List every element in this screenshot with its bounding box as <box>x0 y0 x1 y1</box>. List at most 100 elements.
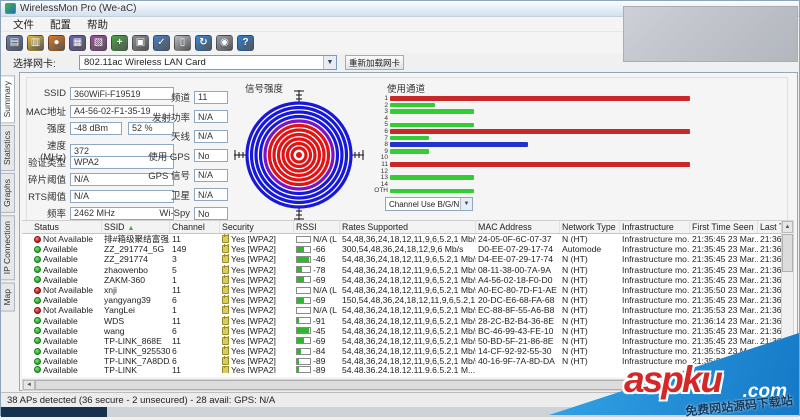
table-row[interactable]: Available WDS 11 Yes [WPA2] -91 54,48,36,24,1… <box>32 315 782 326</box>
lock-icon <box>222 315 229 325</box>
field-label: 发射功率 <box>151 112 190 124</box>
channel-cell: 11 <box>172 335 181 346</box>
table-horizontal-scrollbar[interactable]: ◄ ► <box>22 379 782 391</box>
field-label: 卫星 <box>170 190 190 202</box>
tab-summary[interactable]: Summary <box>1 75 15 124</box>
first-seen-cell: 21:35:45 23 Mar... <box>692 264 758 275</box>
menu-item-1[interactable]: 配置 <box>50 18 71 31</box>
menu-item-2[interactable]: 帮助 <box>87 18 108 31</box>
scroll-up-icon[interactable]: ▲ <box>782 221 793 233</box>
channel-cell: 11 <box>172 285 181 296</box>
column-header-network-type[interactable]: Network Type <box>560 221 620 233</box>
table-row[interactable]: Available ZZ_291774_5G 149 Yes [WPA2] -66 300… <box>32 244 782 254</box>
channel-bar-label: 5 <box>384 121 388 129</box>
lock-icon <box>222 305 229 315</box>
tab-statistics[interactable]: Statistics <box>1 125 15 172</box>
rssi-bar <box>296 347 311 355</box>
verify-icon[interactable]: ✓ <box>153 34 170 51</box>
channel-use-dropdown[interactable]: Channel Use B/G/N ▼ <box>385 197 473 211</box>
table-row[interactable]: Available zhaowenbo 5 Yes [WPA2] -78 54,48,36… <box>32 264 782 275</box>
hscroll-thumb[interactable] <box>35 380 675 390</box>
status-text: Available <box>43 254 78 265</box>
refresh-icon[interactable]: ↻ <box>195 34 212 51</box>
mac-cell: D0-EE-07-29-17-74 <box>478 244 553 255</box>
status-text: Available <box>43 274 78 285</box>
channel-cell: 11 <box>172 234 181 245</box>
adapters2-icon[interactable]: ▧ <box>90 34 107 51</box>
web-icon[interactable]: ◉ <box>216 34 233 51</box>
ssid-cell: yangyang39 <box>104 295 151 306</box>
table-row[interactable]: Available ZAKM-360 1 Yes [WPA2] -69 54,48,36,… <box>32 274 782 285</box>
start-monitor-icon[interactable]: + <box>111 34 128 51</box>
table-row[interactable]: Available TP-LINK_868E 11 Yes [WPA2] -69 54,4… <box>32 335 782 346</box>
channel-bar-row: 7 <box>372 135 692 141</box>
channel-bar-row: 3 <box>372 108 692 115</box>
field-value: 360WiFi-F19519 <box>70 87 174 100</box>
last-seen-cell: 21:36:14 2... <box>760 264 782 275</box>
channel-bar <box>390 122 474 128</box>
menu-item-0[interactable]: 文件 <box>13 18 34 31</box>
table-row[interactable]: Available TP-LINK_ 11 Yes [WPA2] -89 54,48,36… <box>32 366 782 374</box>
field-row: GPS 信号 N/A <box>142 168 228 182</box>
network-type-cell: N (HT) <box>562 234 588 245</box>
column-header-security[interactable]: Security <box>220 221 294 233</box>
field-row: 验证类型 WPA2 <box>22 155 174 169</box>
table-row[interactable]: Available wang 6 Yes [WPA2] -45 54,48,36,24,1… <box>32 325 782 336</box>
tab-graphs[interactable]: Graphs <box>1 173 15 214</box>
report-icon[interactable]: ▯ <box>174 34 191 51</box>
channel-bar <box>390 149 429 154</box>
nic-select[interactable]: 802.11ac Wireless LAN Card ▼ <box>79 55 337 70</box>
last-seen-cell: 21:36:14 2... <box>760 315 782 326</box>
column-header-infrastructure[interactable]: Infrastructure <box>620 221 690 233</box>
infrastructure-cell: Infrastructure mo... <box>622 325 690 336</box>
column-header-status[interactable]: Status <box>32 221 102 233</box>
adapters-icon[interactable]: ▦ <box>69 34 86 51</box>
first-seen-cell: 21:35:45 23 Mar... <box>692 325 758 336</box>
reload-nic-button[interactable]: 重新加载网卡 <box>345 55 405 70</box>
column-header-channel[interactable]: Channel <box>170 221 220 233</box>
channel-bar-row: 12 <box>372 168 692 175</box>
available-status-icon <box>34 327 41 335</box>
column-header-rates-supported[interactable]: Rates Supported <box>340 221 476 233</box>
channel-bar-label: 4 <box>384 114 388 122</box>
channel-bar <box>390 188 474 194</box>
column-header-first-time-seen[interactable]: First Time Seen <box>690 221 758 233</box>
column-header-ssid[interactable]: SSID ▲ <box>102 221 170 233</box>
help-icon[interactable]: ? <box>237 34 254 51</box>
tab-strip: Summary Statistics Graphs IP Connection Map <box>1 72 19 391</box>
table-row[interactable]: Available yangyang39 6 Yes [WPA2] -69 150,54,… <box>32 295 782 305</box>
field-row: Wi-Spy No <box>142 207 228 220</box>
chevron-down-icon[interactable]: ▼ <box>323 56 336 69</box>
tab-map[interactable]: Map <box>1 282 15 312</box>
channel-cell: 6 <box>172 295 177 306</box>
table-row[interactable]: Not Available 排#箱级聚结富强.. 11 Yes [WPA2] N/A (… <box>32 234 782 244</box>
ssid-cell: zhaowenbo <box>104 264 148 275</box>
table-row[interactable]: Available TP-LINK_925530 6 Yes [WPA2] -84 54,… <box>32 346 782 356</box>
network-type-cell: N (HT) <box>562 315 588 326</box>
save-icon[interactable]: ▤ <box>6 34 23 51</box>
available-status-icon <box>34 296 41 304</box>
rssi-text: -78 <box>313 264 326 275</box>
field-row: 使用 GPS No <box>142 149 228 163</box>
column-header-rssi[interactable]: RSSI <box>294 221 340 233</box>
field-row: RTS阈值 N/A <box>22 189 174 203</box>
vscroll-thumb[interactable] <box>782 234 793 272</box>
first-seen-cell: 21:35:45 23 Mar... <box>692 254 758 265</box>
channel-cell: 11 <box>172 315 181 326</box>
status-text: Available <box>43 356 78 367</box>
chevron-down-icon[interactable]: ▼ <box>460 198 472 210</box>
camera-icon[interactable]: ▣ <box>132 34 149 51</box>
scroll-left-icon[interactable]: ◄ <box>23 380 35 390</box>
mac-cell: 50-BD-5F-21-86-8E <box>478 335 554 346</box>
table-row[interactable]: Not Available xnji 11 Yes [WPA2] N/A (L 54,48… <box>32 285 782 295</box>
last-seen-cell: 21:36:01 2... <box>760 305 782 316</box>
table-row[interactable]: Not Available YangLei 1 Yes [WPA2] N/A (L 54,… <box>32 305 782 315</box>
open-folder-icon[interactable]: ▥ <box>27 34 44 51</box>
column-header-mac-address[interactable]: MAC Address <box>476 221 560 233</box>
ssid-cell: WDS <box>104 315 125 326</box>
tab-ip-connection[interactable]: IP Connection <box>1 215 15 281</box>
network-type-cell: N (HT) <box>562 274 588 285</box>
globe-icon[interactable]: ● <box>48 34 65 51</box>
table-row[interactable]: Available ZZ_291774 3 Yes [WPA2] -46 54,48,36… <box>32 254 782 264</box>
